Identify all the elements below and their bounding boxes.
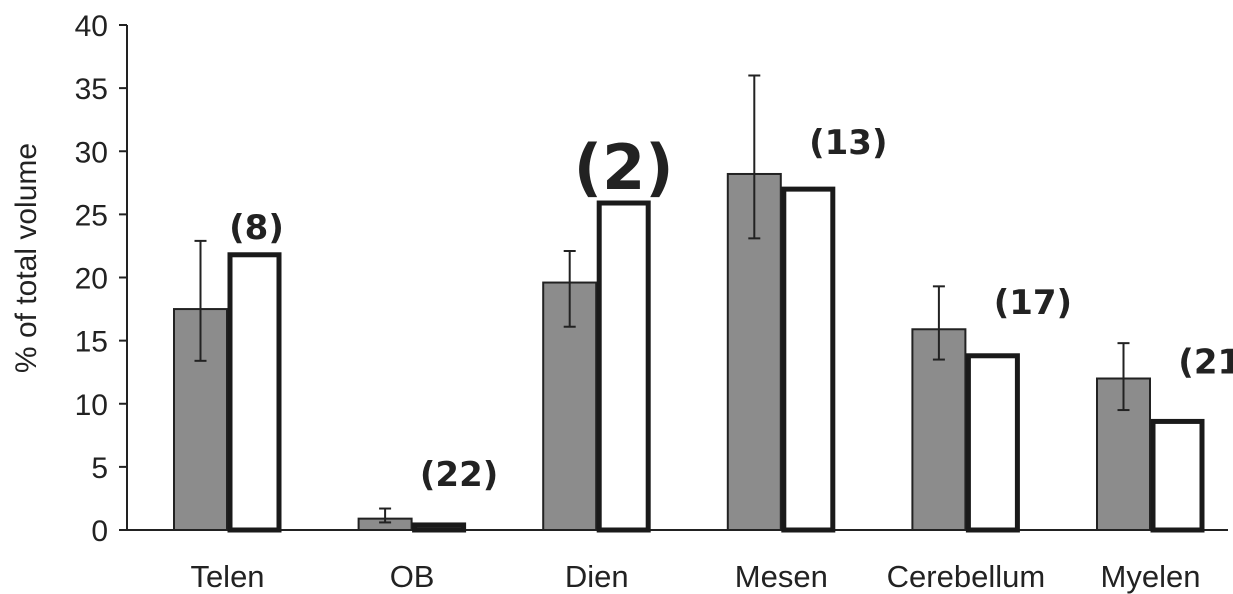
y-tick-label: 25 [75, 199, 108, 232]
x-tick-label: OB [390, 559, 435, 594]
bar-series1-cerebellum [911, 328, 967, 532]
annotation-telen: (8) [229, 208, 284, 248]
annotation-cerebellum: (17) [994, 283, 1072, 323]
x-tick-label: Cerebellum [887, 559, 1046, 594]
error-bar-telen [194, 239, 207, 362]
x-tick-label: Myelen [1101, 559, 1201, 594]
x-tick-label: Mesen [735, 559, 828, 594]
y-tick-label: 35 [75, 73, 108, 106]
bar-series2-dien [596, 200, 651, 533]
y-tick-label: 5 [91, 452, 108, 485]
bar-series2-ob [412, 522, 467, 533]
bar-series2-myelen [1150, 418, 1205, 533]
error-bar-ob [379, 507, 392, 524]
annotation-dien: (2) [574, 131, 674, 204]
error-bar-cerebellum [932, 285, 945, 361]
annotation-ob: (22) [420, 455, 498, 495]
y-tick-label: 20 [75, 263, 108, 296]
y-tick-label: 10 [75, 389, 108, 422]
y-tick-label: 30 [75, 136, 108, 169]
error-bar-myelen [1117, 342, 1130, 412]
bar-series2-telen [227, 252, 282, 533]
error-bar-dien [563, 249, 576, 328]
error-bar-mesen [748, 74, 761, 240]
y-tick-label: 40 [75, 10, 108, 43]
annotation-mesen: (13) [809, 123, 887, 163]
x-tick-label: Dien [565, 559, 629, 594]
annotation-myelen: (21) [1178, 342, 1233, 382]
y-tick-label: 0 [91, 515, 108, 548]
y-tick-label: 15 [75, 326, 108, 359]
bar-series2-cerebellum [965, 353, 1020, 533]
y-axis-title: % of total volume [10, 143, 43, 373]
bar-series2-mesen [781, 186, 836, 533]
x-tick-label: Telen [190, 559, 264, 594]
